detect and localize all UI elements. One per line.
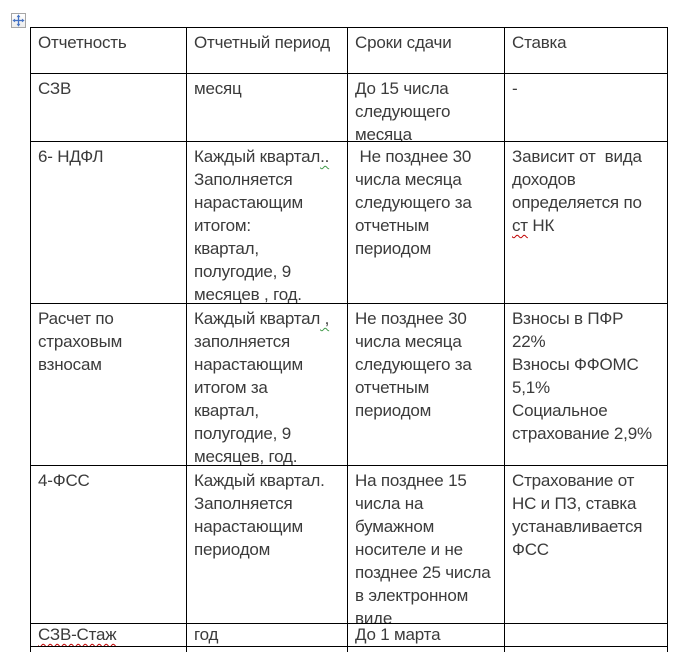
cell-text: месяц xyxy=(187,74,347,100)
table-cell[interactable]: 6- НДФЛ xyxy=(31,142,187,304)
spellcheck-green-squiggle: , xyxy=(264,285,269,304)
table-cell[interactable]: Взносы в ПФР 22% Взносы ФФОМС 5,1% Социа… xyxy=(505,304,668,466)
header-cell-text: Ставка xyxy=(505,28,667,54)
table-cell[interactable] xyxy=(505,624,668,647)
table-header-cell[interactable]: Отчетность xyxy=(31,28,187,74)
cell-text: Каждый квартал.. Заполняется нарастающим… xyxy=(187,142,347,304)
text-run: 4-ФСС xyxy=(38,471,90,490)
text-run: Каждый квартал. Заполняется нарастающим … xyxy=(194,471,325,559)
text-run: НК xyxy=(527,216,555,235)
table-cell[interactable]: год xyxy=(187,624,348,647)
table-cell[interactable] xyxy=(31,647,187,652)
text-run: До 15 числа следующего месяца xyxy=(355,79,451,142)
spellcheck-red-squiggle: ст xyxy=(512,216,528,235)
text-run: Каждый квартал xyxy=(194,147,321,166)
table-cell[interactable]: СЗВ xyxy=(31,74,187,142)
table-cell[interactable]: СЗВ-Стаж xyxy=(31,624,187,647)
header-cell-text: Отчетность xyxy=(31,28,186,54)
table-cell[interactable]: Расчет по страховым взносам xyxy=(31,304,187,466)
cell-text xyxy=(348,647,504,650)
table-header-cell[interactable]: Ставка xyxy=(505,28,668,74)
cell-text: До 15 числа следующего месяца xyxy=(348,74,504,142)
table-cell[interactable]: Каждый квартал , заполняется нарастающим… xyxy=(187,304,348,466)
spellcheck-green-squiggle: , xyxy=(320,309,330,328)
cell-text: Взносы в ПФР 22% Взносы ФФОМС 5,1% Социа… xyxy=(505,304,667,445)
text-run: Заполняется нарастающим итогом: квартал,… xyxy=(194,170,304,304)
reporting-table: Отчетность Отчетный период Сроки сдачи Став… xyxy=(30,27,668,652)
text-run: Сроки сдачи xyxy=(355,33,452,52)
text-run: До 1 марта xyxy=(355,625,441,644)
header-cell-text: Сроки сдачи xyxy=(348,28,504,54)
cell-text: 4-ФСС xyxy=(31,466,186,492)
cell-text: СЗВ xyxy=(31,74,186,100)
cell-text: До 1 марта xyxy=(348,624,504,646)
table-cell[interactable]: Каждый квартал. Заполняется нарастающим … xyxy=(187,466,348,624)
text-run: На позднее 15 числа на бумажном носителе… xyxy=(355,471,491,624)
cell-text: Зависит от вида доходов определяется по … xyxy=(505,142,667,237)
text-run: месяц xyxy=(194,79,242,98)
table-cell[interactable] xyxy=(187,647,348,652)
text-run: - xyxy=(512,79,518,98)
text-run: год xyxy=(194,625,219,644)
text-run: Расчет по страховым взносам xyxy=(38,309,123,374)
text-run: заполняется нарастающим итогом за кварта… xyxy=(194,332,304,466)
table-cell[interactable]: Зависит от вида доходов определяется по … xyxy=(505,142,668,304)
text-run: год. xyxy=(268,285,302,304)
cell-text: Не позднее 30 числа месяца следующего за… xyxy=(348,304,504,422)
text-run: Отчетность xyxy=(38,33,127,52)
text-run: Зависит от вида доходов определяется по xyxy=(512,147,642,212)
table-cell[interactable]: месяц xyxy=(187,74,348,142)
text-run: СЗВ xyxy=(38,79,72,98)
cell-text: Расчет по страховым взносам xyxy=(31,304,186,376)
text-run: Каждый квартал xyxy=(194,309,321,328)
cell-text xyxy=(187,647,347,650)
table-header-cell[interactable]: Отчетный период xyxy=(187,28,348,74)
table-header-cell[interactable]: Сроки сдачи xyxy=(348,28,505,74)
text-run: Не позднее 30 числа месяца следующего за… xyxy=(355,147,472,258)
cell-text: Каждый квартал , заполняется нарастающим… xyxy=(187,304,347,466)
table-move-handle[interactable] xyxy=(11,13,26,28)
move-cross-icon xyxy=(12,14,25,27)
spellcheck-red-squiggle: СЗВ-Стаж xyxy=(38,625,117,644)
cell-text: Не позднее 30 числа месяца следующего за… xyxy=(348,142,504,260)
table-cell[interactable]: На позднее 15 числа на бумажном носителе… xyxy=(348,466,505,624)
cell-text: На позднее 15 числа на бумажном носителе… xyxy=(348,466,504,624)
table-cell[interactable]: До 1 марта xyxy=(348,624,505,647)
cell-text xyxy=(31,647,186,650)
cell-text: 6- НДФЛ xyxy=(31,142,186,168)
table-cell[interactable]: Не позднее 30 числа месяца следующего за… xyxy=(348,142,505,304)
text-run: Не позднее 30 числа месяца следующего за… xyxy=(355,309,472,420)
spellcheck-green-squiggle: .. xyxy=(320,147,330,166)
table-cell[interactable]: До 15 числа следующего месяца xyxy=(348,74,505,142)
cell-text: - xyxy=(505,74,667,100)
table-cell[interactable]: - xyxy=(505,74,668,142)
cell-text: Каждый квартал. Заполняется нарастающим … xyxy=(187,466,347,561)
header-cell-text: Отчетный период xyxy=(187,28,347,54)
cell-text xyxy=(505,647,667,650)
text-run: Отчетный период xyxy=(194,33,330,52)
text-run: Взносы в ПФР 22% Взносы ФФОМС 5,1% Социа… xyxy=(512,309,652,443)
cell-text: Страхование от НС и ПЗ, ставка устанавли… xyxy=(505,466,667,561)
cell-text: СЗВ-Стаж xyxy=(31,624,186,646)
text-run: 6- НДФЛ xyxy=(38,147,104,166)
table-cell[interactable]: 4-ФСС xyxy=(31,466,187,624)
table-cell[interactable]: Не позднее 30 числа месяца следующего за… xyxy=(348,304,505,466)
table-cell[interactable] xyxy=(505,647,668,652)
cell-text: год xyxy=(187,624,347,646)
table-cell[interactable]: Страхование от НС и ПЗ, ставка устанавли… xyxy=(505,466,668,624)
table-cell[interactable] xyxy=(348,647,505,652)
text-run: Страхование от НС и ПЗ, ставка устанавли… xyxy=(512,471,643,559)
table-cell[interactable]: Каждый квартал.. Заполняется нарастающим… xyxy=(187,142,348,304)
text-run: Ставка xyxy=(512,33,567,52)
